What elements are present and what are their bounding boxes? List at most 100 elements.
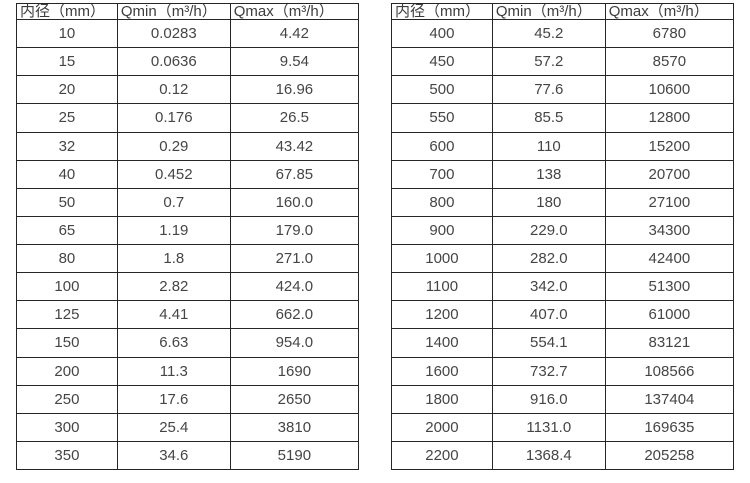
diameter-cell: 700 (391, 159, 493, 189)
qmax-cell: 6780 (604, 18, 735, 49)
diameter-cell: 40 (16, 159, 118, 189)
table-row: 400 45.2 6780 (391, 18, 735, 49)
table-row: 600 110 15200 (391, 131, 735, 161)
qmin-cell: 85.5 (491, 103, 606, 133)
qmin-cell: 6.63 (116, 328, 231, 358)
table-row: 50 0.7 160.0 (16, 187, 360, 217)
diameter-cell: 100 (16, 272, 118, 302)
qmax-cell: 1690 (229, 356, 360, 386)
table-row: 125 4.41 662.0 (16, 300, 360, 330)
diameter-cell: 50 (16, 187, 118, 217)
table-row: 800 180 27100 (391, 187, 735, 217)
qmin-cell: 407.0 (491, 300, 606, 330)
qmax-cell: 83121 (604, 328, 735, 358)
diameter-cell: 500 (391, 75, 493, 105)
table-row: 32 0.29 43.42 (16, 131, 360, 161)
qmin-cell: 1131.0 (491, 412, 606, 442)
table-row: 2200 1368.4 205258 (391, 440, 735, 471)
qmin-cell: 0.452 (116, 159, 231, 189)
qmin-cell: 45.2 (491, 18, 606, 49)
diameter-cell: 20 (16, 75, 118, 105)
qmin-cell: 2.82 (116, 272, 231, 302)
qmin-cell: 1368.4 (491, 440, 606, 471)
qmax-cell: 34300 (604, 215, 735, 246)
diameter-cell: 200 (16, 356, 118, 386)
table-row: 2000 1131.0 169635 (391, 412, 735, 442)
qmin-cell: 138 (491, 159, 606, 189)
qmax-cell: 51300 (604, 272, 735, 302)
qmax-cell: 424.0 (229, 272, 360, 302)
table-row: 25 0.176 26.5 (16, 103, 360, 133)
qmax-cell: 42400 (604, 243, 735, 274)
diameter-cell: 900 (391, 215, 493, 246)
qmax-cell: 5190 (229, 440, 360, 471)
qmin-cell: 916.0 (491, 384, 606, 414)
column-header-diameter: 内径（mm） (391, 3, 493, 20)
qmin-cell: 229.0 (491, 215, 606, 246)
column-header-qmin: Qmin（m³/h） (116, 3, 231, 20)
qmax-cell: 169635 (604, 412, 735, 442)
qmin-cell: 0.0636 (116, 47, 231, 77)
diameter-cell: 32 (16, 131, 118, 161)
table-row: 65 1.19 179.0 (16, 215, 360, 246)
table-row: 1600 732.7 108566 (391, 356, 735, 386)
qmax-cell: 179.0 (229, 215, 360, 246)
diameter-cell: 800 (391, 187, 493, 217)
qmin-cell: 17.6 (116, 384, 231, 414)
table-row: 900 229.0 34300 (391, 215, 735, 246)
table-row: 1200 407.0 61000 (391, 300, 735, 330)
diameter-cell: 1800 (391, 384, 493, 414)
diameter-cell: 2000 (391, 412, 493, 442)
diameter-cell: 250 (16, 384, 118, 414)
diameter-cell: 1200 (391, 300, 493, 330)
qmax-cell: 9.54 (229, 47, 360, 77)
qmax-cell: 4.42 (229, 18, 360, 49)
column-header-qmin: Qmin（m³/h） (491, 3, 606, 20)
column-header-qmax: Qmax（m³/h） (229, 3, 360, 20)
qmax-cell: 10600 (604, 75, 735, 105)
diameter-cell: 1100 (391, 272, 493, 302)
table-row: 150 6.63 954.0 (16, 328, 360, 358)
qmin-cell: 11.3 (116, 356, 231, 386)
qmax-cell: 16.96 (229, 75, 360, 105)
column-header-qmax: Qmax（m³/h） (604, 3, 735, 20)
qmax-cell: 662.0 (229, 300, 360, 330)
table-row: 10 0.0283 4.42 (16, 18, 360, 49)
qmin-cell: 0.7 (116, 187, 231, 217)
diameter-cell: 1400 (391, 328, 493, 358)
diameter-cell: 1600 (391, 356, 493, 386)
qmin-cell: 732.7 (491, 356, 606, 386)
qmin-cell: 4.41 (116, 300, 231, 330)
qmax-cell: 205258 (604, 440, 735, 471)
table-row: 1800 916.0 137404 (391, 384, 735, 414)
diameter-cell: 15 (16, 47, 118, 77)
qmin-cell: 554.1 (491, 328, 606, 358)
qmax-cell: 108566 (604, 356, 735, 386)
diameter-cell: 10 (16, 18, 118, 49)
diameter-cell: 125 (16, 300, 118, 330)
table-row: 20 0.12 16.96 (16, 75, 360, 105)
qmax-cell: 3810 (229, 412, 360, 442)
table-row: 300 25.4 3810 (16, 412, 360, 442)
diameter-cell: 65 (16, 215, 118, 246)
diameter-cell: 350 (16, 440, 118, 471)
diameter-cell: 150 (16, 328, 118, 358)
qmax-cell: 43.42 (229, 131, 360, 161)
diameter-cell: 400 (391, 18, 493, 49)
qmax-cell: 8570 (604, 47, 735, 77)
qmin-cell: 0.29 (116, 131, 231, 161)
diameter-cell: 600 (391, 131, 493, 161)
table-row: 700 138 20700 (391, 159, 735, 189)
qmin-cell: 77.6 (491, 75, 606, 105)
table-row: 1400 554.1 83121 (391, 328, 735, 358)
qmax-cell: 2650 (229, 384, 360, 414)
qmax-cell: 137404 (604, 384, 735, 414)
flow-rate-table-large-diameter: 内径（mm） Qmin（m³/h） Qmax（m³/h） 400 45.2 6780 45… (391, 3, 735, 471)
qmax-cell: 26.5 (229, 103, 360, 133)
diameter-cell: 1000 (391, 243, 493, 274)
qmin-cell: 0.0283 (116, 18, 231, 49)
table-row: 200 11.3 1690 (16, 356, 360, 386)
qmax-cell: 160.0 (229, 187, 360, 217)
header-row: 内径（mm） Qmin（m³/h） Qmax（m³/h） (391, 3, 735, 20)
